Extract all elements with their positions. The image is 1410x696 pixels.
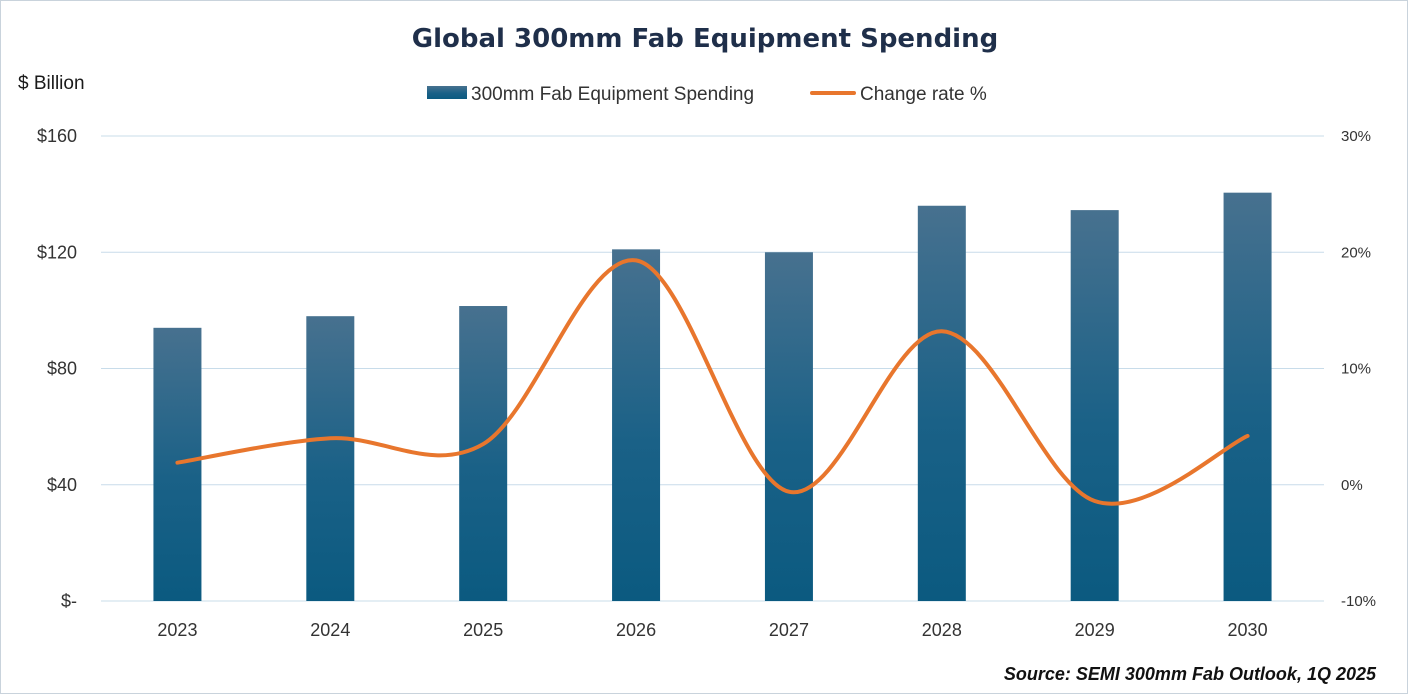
x-tick-label: 2029 [1075, 620, 1115, 640]
legend: 300mm Fab Equipment Spending Change rate… [427, 84, 987, 105]
x-tick-label: 2025 [463, 620, 503, 640]
y-right-tick-label: 30% [1341, 128, 1371, 145]
y-axis-right: -10% 0% 10% 20% 30% [1341, 128, 1376, 610]
chart-title: Global 300mm Fab Equipment Spending [412, 24, 998, 54]
y-axis-left: $- $40 $80 $120 $160 [37, 126, 77, 611]
bar-series [153, 192, 1272, 601]
x-tick-label: 2027 [769, 620, 809, 640]
x-tick-label: 2023 [157, 620, 197, 640]
bar [306, 316, 355, 601]
bar [459, 306, 508, 601]
line-series [175, 258, 1250, 506]
y-left-tick-label: $- [61, 591, 77, 611]
bar [1223, 192, 1272, 601]
x-tick-label: 2030 [1228, 620, 1268, 640]
y-left-tick-label: $40 [47, 475, 77, 495]
y-left-tick-label: $120 [37, 242, 77, 262]
y-axis-unit-label: $ Billion [18, 73, 85, 94]
legend-label-bars: 300mm Fab Equipment Spending [471, 84, 754, 105]
y-right-tick-label: 20% [1341, 244, 1371, 261]
legend-label-line: Change rate % [860, 84, 987, 105]
x-tick-label: 2026 [616, 620, 656, 640]
source-note: Source: SEMI 300mm Fab Outlook, 1Q 2025 [1004, 664, 1377, 684]
bar [764, 252, 813, 601]
y-left-tick-label: $160 [37, 126, 77, 146]
x-tick-label: 2028 [922, 620, 962, 640]
legend-swatch-bars [427, 86, 467, 99]
y-left-tick-label: $80 [47, 359, 77, 379]
bar [612, 249, 661, 601]
bar [1070, 210, 1119, 601]
y-right-tick-label: -10% [1341, 593, 1376, 610]
gridlines [101, 135, 1324, 602]
y-right-tick-label: 10% [1341, 361, 1371, 378]
x-axis: 2023 2024 2025 2026 2027 2028 2029 2030 [157, 620, 1267, 640]
x-tick-label: 2024 [310, 620, 350, 640]
bar [917, 205, 966, 601]
y-right-tick-label: 0% [1341, 477, 1363, 494]
change-rate-line [175, 258, 1250, 506]
